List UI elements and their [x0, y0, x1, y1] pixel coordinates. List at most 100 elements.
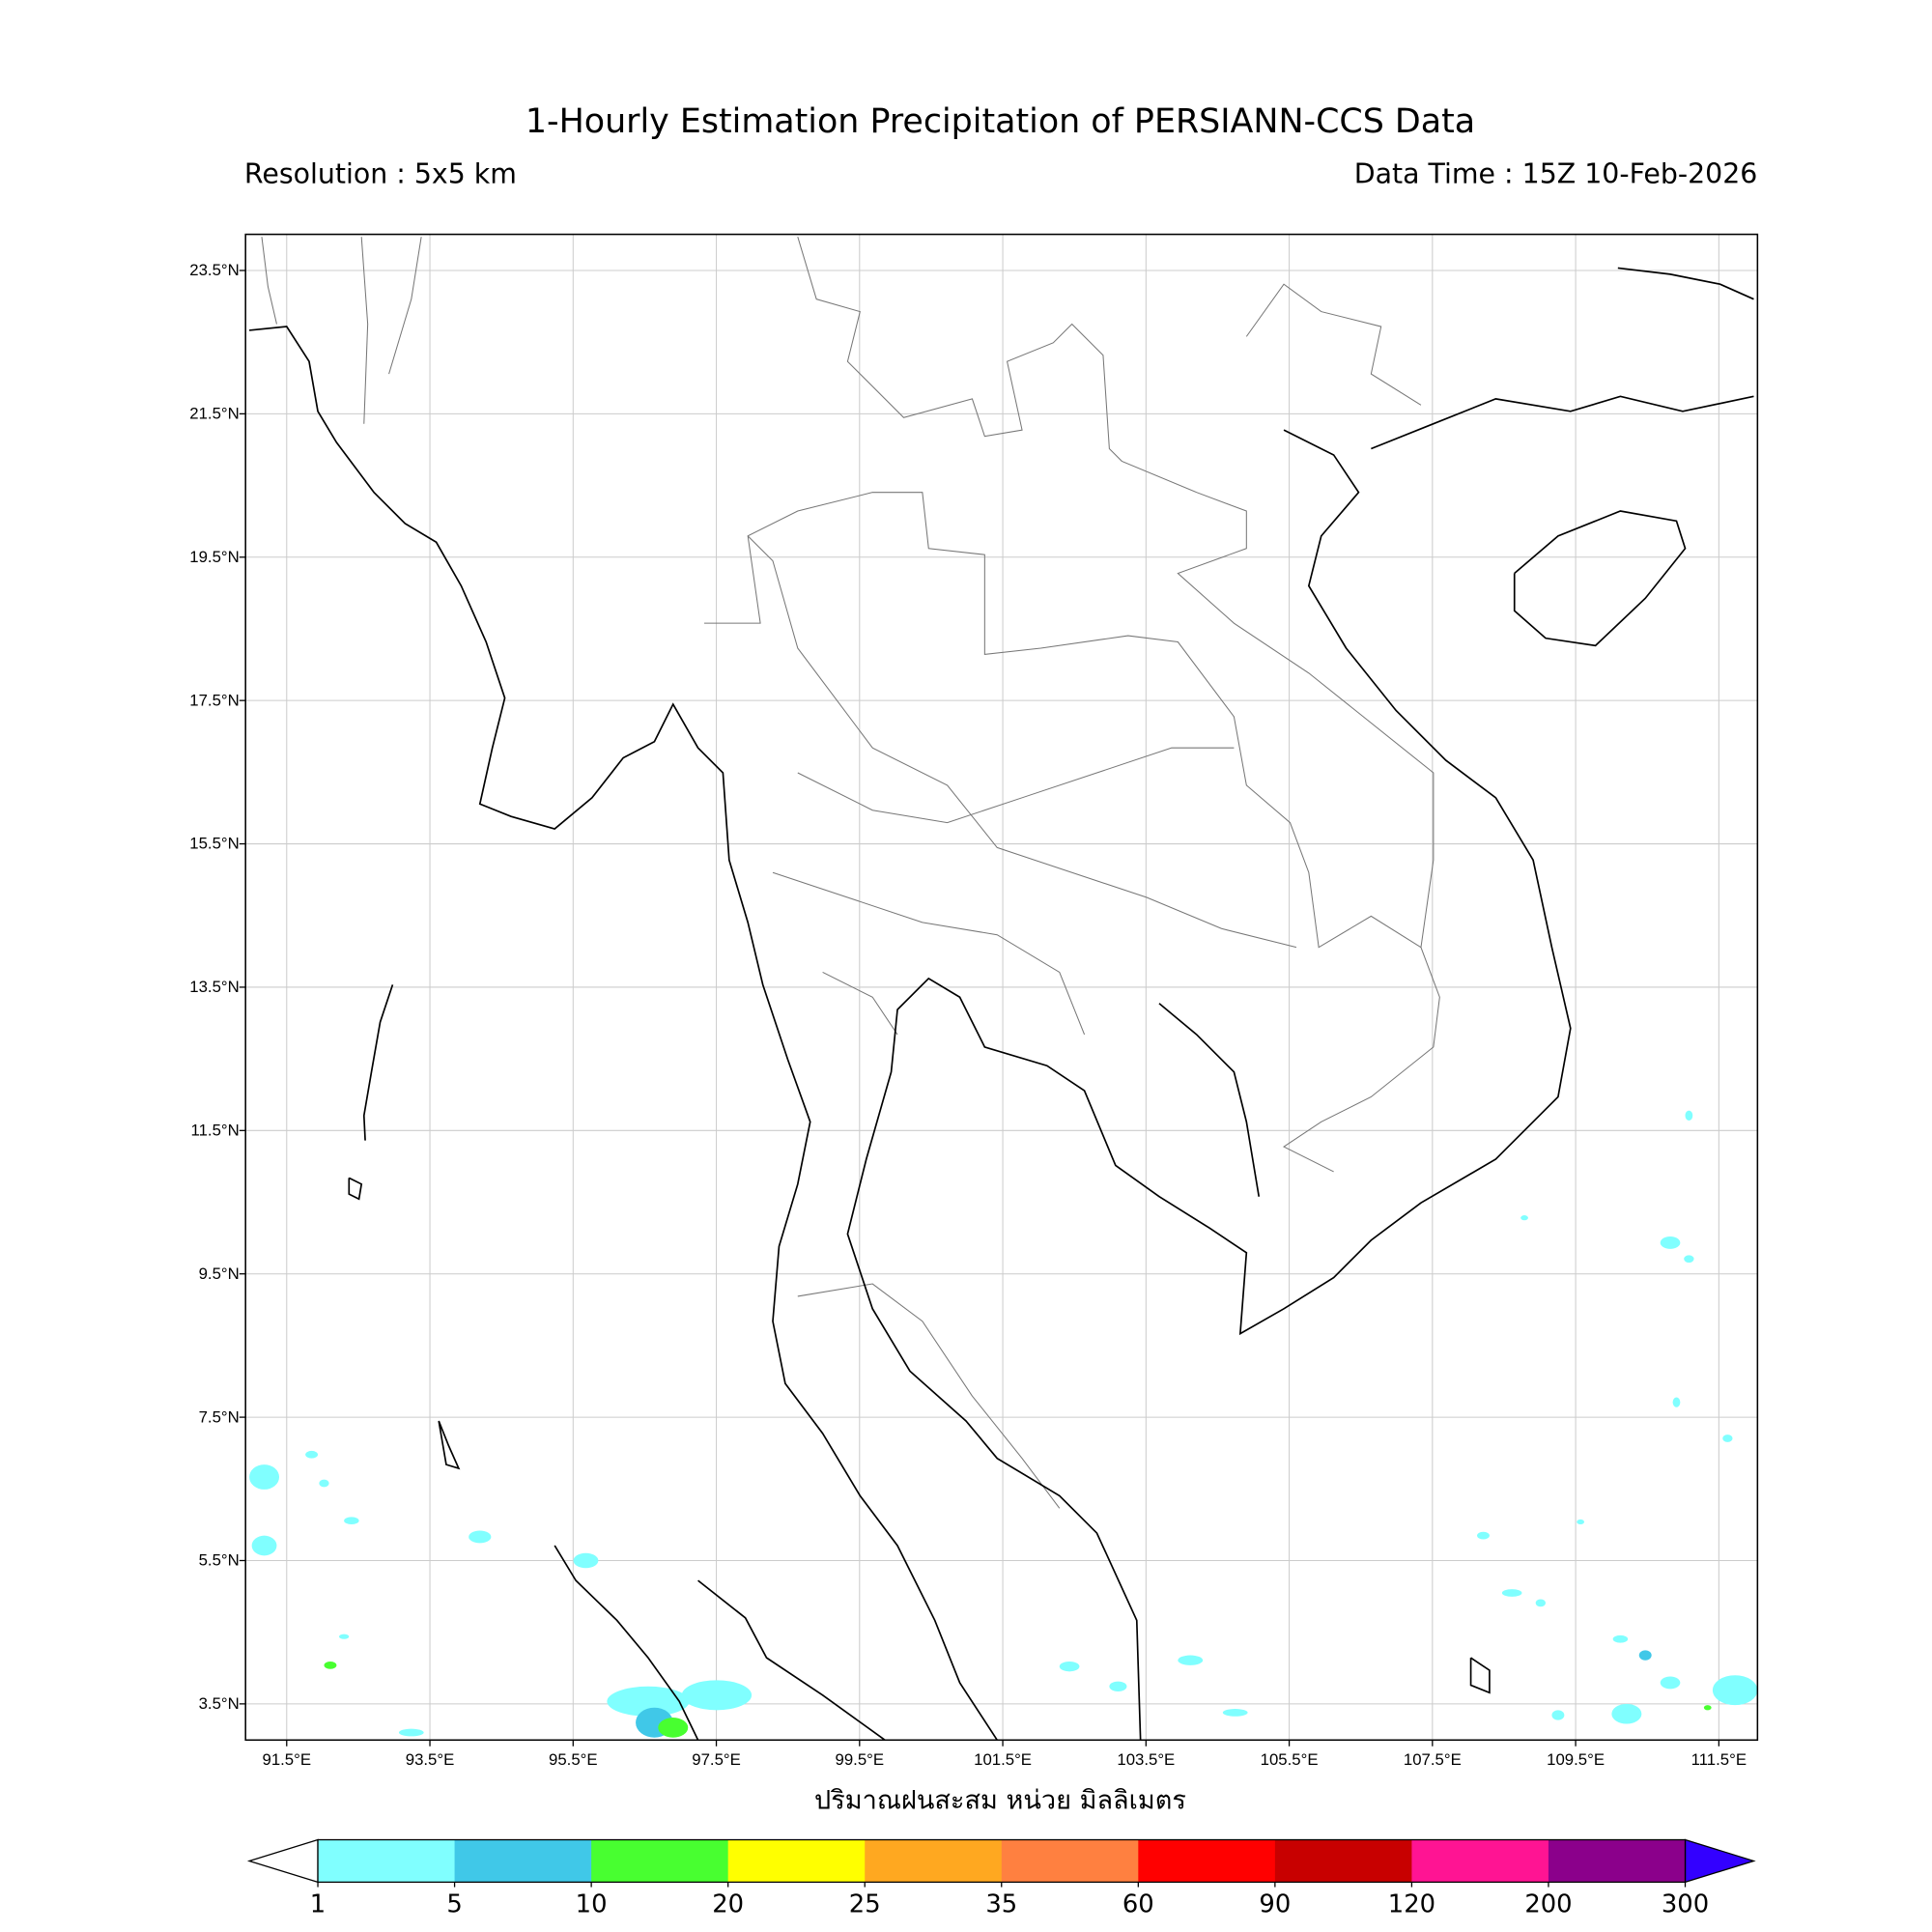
lon-tick-label: 91.5°E: [262, 1749, 312, 1769]
precip-patch: [1109, 1681, 1127, 1691]
border-line: [772, 871, 1086, 1036]
precip-patch: [1551, 1710, 1565, 1720]
border-line: [388, 237, 422, 375]
precip-patch: [658, 1718, 689, 1738]
lon-tick-label: 99.5°E: [835, 1749, 885, 1769]
lat-tick-label: 3.5°N: [198, 1693, 240, 1713]
colorbar-segment: [1001, 1839, 1139, 1883]
colorbar-segment: [454, 1839, 592, 1883]
precip-patch: [338, 1634, 350, 1639]
colorbar-segment: [1274, 1839, 1413, 1883]
precip-patch: [324, 1661, 337, 1669]
precip-patch: [573, 1552, 599, 1569]
coastline: [1371, 395, 1754, 450]
colorbar-under-extend: [246, 1838, 319, 1884]
map-frame: [244, 233, 1759, 1742]
precip-patch: [305, 1450, 319, 1459]
lat-tick-label: 5.5°N: [198, 1550, 240, 1570]
border-line: [360, 237, 369, 424]
border-line: [797, 237, 1440, 1173]
colorbar-segment: [1411, 1839, 1549, 1883]
border-line: [747, 535, 1297, 949]
precip-patch: [1178, 1655, 1204, 1665]
precip-patch: [607, 1686, 690, 1717]
precip-patch: [1577, 1519, 1584, 1525]
lat-tick-label: 23.5°N: [189, 260, 240, 280]
x-axis-label: ปริมาณฝนสะสม หน่วย มิลลิเมตร: [814, 1784, 1186, 1815]
lat-tick-label: 15.5°N: [189, 834, 240, 853]
lon-tick-label: 107.5°E: [1403, 1749, 1462, 1769]
precip-patch: [469, 1530, 492, 1544]
precip-patch: [1660, 1676, 1681, 1690]
border-line: [1245, 283, 1422, 406]
colorbar-tick-label: 25: [848, 1888, 881, 1918]
precip-patch: [1501, 1589, 1522, 1597]
precip-patch: [251, 1535, 277, 1556]
colorbar-tick-label: 120: [1387, 1888, 1436, 1918]
colorbar-tick-label: 10: [575, 1888, 608, 1918]
coastline: [248, 326, 998, 1741]
coastline: [697, 1579, 886, 1741]
precip-patch: [398, 1728, 424, 1737]
coastlines: [248, 267, 1754, 1741]
precip-patch: [1684, 1255, 1694, 1264]
colorbar-segment: [591, 1839, 729, 1883]
coastline: [846, 429, 1572, 1741]
chart-title: 1-Hourly Estimation Precipitation of PER…: [525, 101, 1476, 141]
coastline: [554, 1545, 699, 1741]
lon-tick-label: 111.5°E: [1690, 1749, 1747, 1769]
lat-tick-label: 11.5°N: [190, 1120, 240, 1140]
border-line: [261, 237, 277, 325]
precip-patch: [1477, 1531, 1490, 1540]
lat-tick-label: 9.5°N: [198, 1264, 240, 1283]
lat-tick-label: 21.5°N: [189, 404, 240, 423]
country-borders: [261, 237, 1440, 1509]
precip-patch: [1703, 1705, 1712, 1711]
coastline: [1617, 267, 1754, 300]
colorbar-over-extend: [1684, 1838, 1756, 1884]
colorbar-tick-label: 1: [309, 1888, 327, 1918]
colorbar-tick-label: 20: [712, 1888, 745, 1918]
colorbar-segment: [1138, 1839, 1276, 1883]
colorbar-segment: [318, 1839, 456, 1883]
colorbar: [246, 1838, 1756, 1888]
precip-patch: [1612, 1634, 1629, 1643]
lat-tick-label: 19.5°N: [189, 547, 240, 566]
precip-patch: [1222, 1709, 1248, 1717]
coastline: [1513, 510, 1687, 647]
colorbar-tick-label: 300: [1661, 1888, 1710, 1918]
coastline: [1158, 1003, 1261, 1197]
precip-patch: [344, 1517, 359, 1525]
colorbar-segment: [1548, 1839, 1687, 1883]
colorbar-tick-label: 35: [985, 1888, 1018, 1918]
lon-tick-label: 95.5°E: [549, 1749, 598, 1769]
colorbar-segment: [865, 1839, 1003, 1883]
lat-tick-label: 13.5°N: [189, 977, 240, 996]
colorbar-tick-label: 90: [1259, 1888, 1292, 1918]
coastline: [438, 1420, 461, 1470]
precip-patch: [1535, 1599, 1546, 1607]
coastline: [348, 1177, 363, 1201]
precip-patch: [249, 1464, 280, 1490]
lon-tick-label: 97.5°E: [692, 1749, 741, 1769]
colorbar-segment: [727, 1839, 866, 1883]
precip-patch: [1660, 1236, 1681, 1249]
precip-patch: [1059, 1661, 1080, 1672]
precip-patch: [1611, 1703, 1642, 1724]
precip-patch: [1712, 1675, 1758, 1706]
lat-tick-label: 7.5°N: [198, 1406, 240, 1427]
lon-tick-label: 109.5°E: [1547, 1749, 1605, 1769]
border-line: [797, 747, 1235, 824]
colorbar-tick-label: 5: [446, 1888, 463, 1918]
precip-patch: [319, 1479, 329, 1488]
lon-tick-label: 93.5°E: [405, 1749, 455, 1769]
colorbar-tick-label: 200: [1524, 1888, 1573, 1918]
precip-patch: [1672, 1397, 1681, 1407]
lon-tick-label: 103.5°E: [1117, 1749, 1176, 1769]
border-line: [797, 1283, 1061, 1509]
lat-tick-label: 17.5°N: [189, 690, 240, 710]
border-line: [822, 971, 898, 1036]
resolution-label: Resolution : 5x5 km: [243, 159, 517, 191]
